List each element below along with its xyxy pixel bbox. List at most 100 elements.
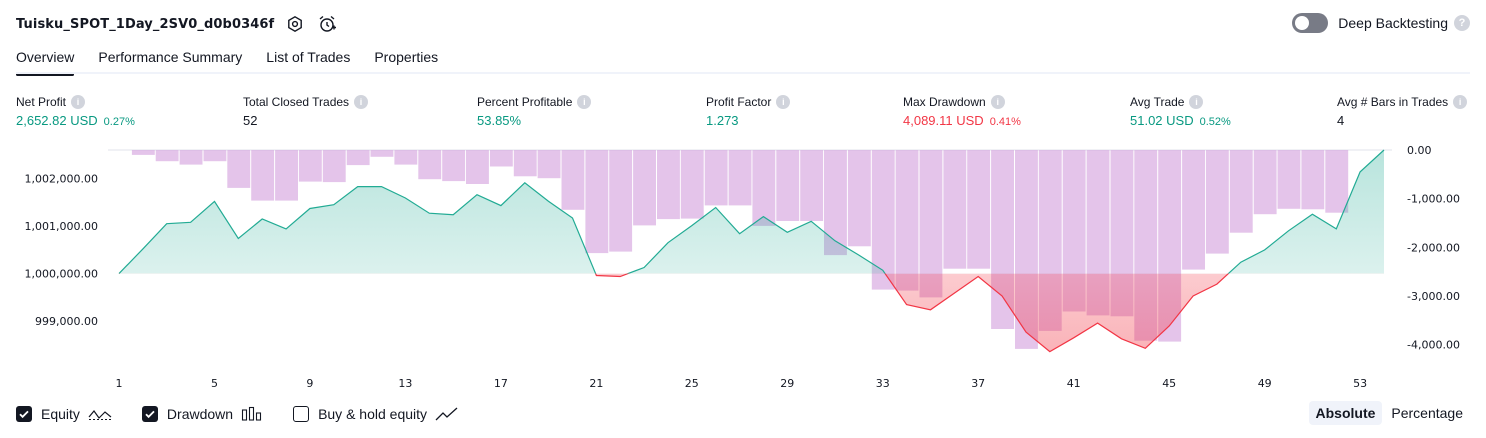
deep-backtesting-toggle[interactable] [1292, 13, 1329, 33]
drawdown-bar [346, 150, 370, 166]
stat-label: Avg Trade [1130, 95, 1185, 109]
drawdown-bar [1301, 150, 1325, 210]
info-icon[interactable]: i [71, 95, 86, 109]
info-icon[interactable]: i [1189, 95, 1204, 109]
drawdown-bar [847, 150, 871, 247]
drawdown-bar [203, 150, 227, 162]
x-axis-tick-label: 45 [1162, 377, 1176, 390]
tabs-divider [16, 72, 1470, 74]
drawdown-bar [489, 150, 513, 167]
x-axis-tick-label: 13 [398, 377, 412, 390]
legend-drawdown[interactable]: Drawdown [141, 406, 263, 422]
info-icon[interactable]: i [577, 95, 592, 109]
stat-max-drawdown: Max Drawdown i 4,089.11 USD 0.41% [903, 94, 1021, 129]
header: Tuisku_SPOT_1Day_2SV0_d0b0346f [16, 12, 338, 36]
tab-overview[interactable]: Overview [16, 46, 75, 76]
legend-equity[interactable]: Equity [16, 406, 112, 422]
drawdown-bar [1253, 150, 1277, 215]
x-axis-tick-label: 25 [685, 377, 699, 390]
stat-value: 1.273 [706, 113, 739, 128]
drawdown-bar [513, 150, 537, 177]
drawdown-bar [752, 150, 776, 226]
stat-value: 53.85% [477, 113, 522, 128]
drawdown-bar [227, 150, 251, 188]
equity-area-positive [119, 150, 1384, 274]
stat-value: 51.02 USD [1130, 113, 1194, 128]
chart-legend: Equity Drawdown Buy & hold equity [16, 402, 1470, 426]
drawdown-bar [179, 150, 203, 165]
checkbox-unchecked-icon[interactable] [293, 406, 310, 422]
legend-label: Buy & hold equity [318, 406, 428, 422]
drawdown-bar [466, 150, 489, 184]
stat-percent: 0.52% [1199, 116, 1231, 128]
drawdown-bar [370, 150, 394, 157]
left-axis-tick-label: 1,002,000.00 [25, 173, 98, 186]
info-icon[interactable]: i [1453, 95, 1468, 109]
drawdown-bars-icon [241, 406, 263, 422]
checkbox-checked-icon[interactable] [16, 406, 32, 422]
right-axis-tick-label: -2,000.00 [1407, 241, 1460, 254]
equity-line-icon [88, 406, 112, 422]
x-axis-tick-label: 9 [306, 377, 313, 390]
help-icon[interactable]: ? [1454, 15, 1470, 31]
info-icon[interactable]: i [776, 95, 791, 109]
drawdown-bar [633, 150, 656, 226]
deep-backtesting: Deep Backtesting ? [1292, 13, 1470, 33]
x-axis-tick-label: 5 [211, 377, 218, 390]
stat-avg-trade: Avg Trade i 51.02 USD 0.52% [1130, 94, 1231, 129]
drawdown-bar [585, 150, 609, 254]
drawdown-bar [895, 150, 919, 291]
tab-performance-summary[interactable]: Performance Summary [98, 49, 243, 65]
buy-hold-line-icon [435, 406, 459, 422]
checkbox-checked-icon[interactable] [141, 406, 158, 422]
drawdown-bar [394, 150, 418, 165]
drawdown-bar [1325, 150, 1349, 213]
x-axis-tick-label: 37 [971, 377, 985, 390]
legend-buy-hold-equity[interactable]: Buy & hold equity [293, 406, 459, 422]
equity-drawdown-chart[interactable]: 1,002,000.00 1,001,000.00 1,000,000.00 999,… [0, 136, 1486, 396]
info-icon[interactable]: i [990, 95, 1005, 109]
strategy-title: Tuisku_SPOT_1Day_2SV0_d0b0346f [16, 16, 275, 32]
x-axis-tick-label: 53 [1353, 377, 1367, 390]
stat-percent: 0.41% [989, 116, 1021, 128]
absolute-button[interactable]: Absolute [1308, 401, 1383, 425]
stat-label: Avg # Bars in Trades [1337, 95, 1449, 109]
right-axis-tick-label: -3,000.00 [1407, 290, 1460, 303]
x-axis-tick-label: 33 [876, 377, 890, 390]
stat-net-profit: Net Profit i 2,652.82 USD 0.27% [16, 94, 135, 129]
drawdown-bar [561, 150, 585, 210]
tab-properties[interactable]: Properties [374, 49, 439, 65]
stat-percent-profitable: Percent Profitable i 53.85% [477, 94, 592, 129]
drawdown-bar [704, 150, 728, 206]
equity-line-positive [118, 149, 1385, 274]
left-axis-tick-label: 999,000.00 [35, 315, 98, 328]
stat-profit-factor: Profit Factor i 1.273 [706, 94, 791, 129]
drawdown-bar [131, 150, 155, 155]
stat-label: Max Drawdown [903, 95, 986, 109]
drawdown-bar [275, 150, 298, 201]
equity-area-negative [595, 273, 1229, 352]
drawdown-bar [442, 150, 466, 182]
drawdown-bar [609, 150, 633, 252]
right-axis-tick-label: 0.00 [1407, 144, 1432, 157]
add-alert-icon[interactable] [316, 13, 338, 35]
stat-value: 4 [1337, 113, 1345, 128]
stat-value: 2,652.82 USD [16, 113, 98, 128]
percentage-button[interactable]: Percentage [1391, 405, 1463, 421]
info-icon[interactable]: i [354, 95, 369, 109]
drawdown-bar [657, 150, 680, 220]
stat-label: Net Profit [16, 95, 67, 109]
stat-label: Total Closed Trades [243, 95, 350, 109]
equity-line-negative [119, 273, 1230, 353]
tab-list-of-trades[interactable]: List of Trades [266, 49, 351, 65]
stat-percent: 0.27% [103, 116, 135, 128]
x-axis-tick-label: 1 [116, 377, 123, 390]
x-axis-tick-label: 41 [1067, 377, 1081, 390]
toggle-knob [1295, 16, 1310, 30]
legend-label: Equity [41, 406, 80, 422]
drawdown-bar [1062, 150, 1086, 312]
drawdown-bar [251, 150, 275, 201]
settings-icon[interactable] [284, 13, 306, 35]
drawdown-bar [800, 150, 824, 221]
left-axis-tick-label: 1,000,000.00 [25, 268, 98, 281]
